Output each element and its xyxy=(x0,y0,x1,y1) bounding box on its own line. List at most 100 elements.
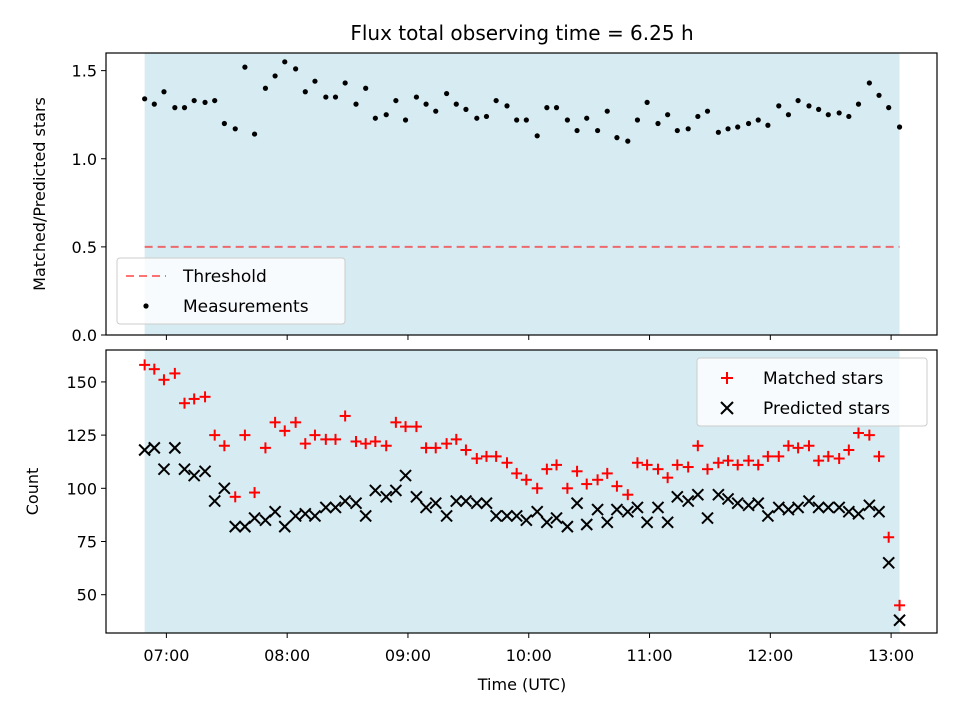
matched-stars-point xyxy=(471,453,483,465)
measurement-point xyxy=(293,66,299,72)
matched-stars-point xyxy=(410,421,422,433)
matched-stars-point xyxy=(501,457,513,469)
x-tick-label: 13:00 xyxy=(868,646,914,665)
measurement-point xyxy=(825,112,831,118)
predicted-stars-point xyxy=(248,511,261,525)
predicted-stars-point xyxy=(218,482,231,495)
measurement-point xyxy=(695,113,701,120)
matched-stars-point xyxy=(894,599,906,611)
matched-stars-point xyxy=(883,531,895,543)
x-tick-label: 12:00 xyxy=(747,646,793,665)
predicted-stars-point xyxy=(882,556,895,569)
y-tick-label: 0.5 xyxy=(72,238,97,257)
predicted-stars-point xyxy=(570,496,584,510)
measurement-point xyxy=(614,135,620,141)
predicted-stars-point xyxy=(812,501,825,514)
measurement-point xyxy=(584,115,590,121)
measurement-point xyxy=(523,117,529,123)
predicted-stars-point xyxy=(782,503,795,516)
predicted-stars-point xyxy=(893,614,906,627)
measurement-point xyxy=(453,101,459,107)
predicted-stars-point xyxy=(268,505,282,518)
matched-stars-point xyxy=(199,391,211,403)
count-points xyxy=(138,359,906,627)
predicted-stars-point xyxy=(761,509,775,523)
bottom-y-axis-label: Count xyxy=(23,468,42,516)
y-tick-label: 100 xyxy=(66,479,97,498)
top-legend: Threshold Measurements xyxy=(116,257,346,325)
predicted-stars-point xyxy=(419,501,433,514)
measurement-point xyxy=(866,80,872,86)
matched-stars-point xyxy=(450,433,462,445)
measurement-point xyxy=(795,97,801,104)
measurement-point xyxy=(655,120,661,127)
predicted-stars-point xyxy=(229,520,242,533)
measurement-point xyxy=(704,108,711,114)
measurement-point xyxy=(745,120,752,127)
measurement-point xyxy=(393,97,399,104)
matched-stars-point xyxy=(773,450,785,462)
measurement-point xyxy=(232,126,238,132)
matched-stars-point xyxy=(400,421,412,433)
matched-stars-point xyxy=(601,467,613,479)
predicted-stars-point xyxy=(561,520,574,533)
measurement-point xyxy=(876,92,882,98)
matched-stars-point xyxy=(249,487,261,499)
matched-stars-point xyxy=(852,427,864,439)
predicted-stars-point xyxy=(329,501,342,514)
predicted-stars-point xyxy=(852,507,865,521)
measurement-point xyxy=(474,115,480,121)
x-tick-label: 11:00 xyxy=(626,646,672,665)
predicted-stars-point xyxy=(701,511,714,525)
predicted-stars-point xyxy=(338,494,352,508)
measurement-point xyxy=(886,105,892,111)
predicted-stars-point xyxy=(752,496,765,510)
predicted-stars-point xyxy=(802,494,816,508)
legend-matched-label: Matched stars xyxy=(763,369,883,389)
measurement-point xyxy=(625,138,631,144)
matched-stars-point xyxy=(833,453,845,465)
matched-stars-point xyxy=(460,444,472,456)
top-y-ticks: 0.0 0.5 1.0 1.5 xyxy=(72,62,106,345)
measurement-point xyxy=(896,124,903,130)
predicted-stars-point xyxy=(731,496,744,510)
predicted-stars-point xyxy=(742,499,755,512)
measurement-point xyxy=(433,108,439,114)
y-tick-label: 1.0 xyxy=(72,150,97,169)
matched-stars-point xyxy=(420,442,432,454)
measurement-point xyxy=(665,112,671,118)
matched-stars-point xyxy=(339,410,351,422)
predicted-stars-point xyxy=(178,462,191,476)
matched-stars-point xyxy=(369,435,381,447)
measurement-point xyxy=(564,117,570,123)
predicted-stars-point xyxy=(289,509,302,523)
measurement-point xyxy=(161,89,167,95)
predicted-stars-point xyxy=(631,501,644,514)
matched-stars-point xyxy=(813,455,825,467)
y-tick-label: 150 xyxy=(66,373,97,392)
matched-stars-point xyxy=(531,482,543,494)
predicted-stars-point xyxy=(661,516,674,529)
predicted-stars-point xyxy=(651,501,665,514)
measurement-point xyxy=(353,101,359,107)
x-tick-label: 08:00 xyxy=(264,646,310,665)
x-tick-label: 09:00 xyxy=(385,646,431,665)
matched-stars-point xyxy=(792,442,804,454)
measurement-point xyxy=(212,97,218,104)
predicted-stars-point xyxy=(440,509,453,523)
predicted-stars-point xyxy=(278,520,291,533)
matched-stars-point xyxy=(702,463,714,475)
matched-stars-point xyxy=(743,455,755,467)
predicted-stars-point xyxy=(480,496,493,510)
top-panel: 0.0 0.5 1.0 1.5 Matched/Predicted stars Thr… xyxy=(30,52,938,345)
measurement-point xyxy=(402,117,409,123)
y-tick-label: 125 xyxy=(66,426,97,445)
matched-stars-point xyxy=(762,450,774,462)
matched-stars-point xyxy=(571,465,583,477)
matched-stars-point xyxy=(803,440,815,452)
predicted-stars-point xyxy=(621,505,634,518)
matched-stars-point xyxy=(622,489,634,501)
matched-stars-point xyxy=(229,491,241,503)
measurement-point xyxy=(855,101,862,107)
predicted-stars-point xyxy=(470,496,484,510)
